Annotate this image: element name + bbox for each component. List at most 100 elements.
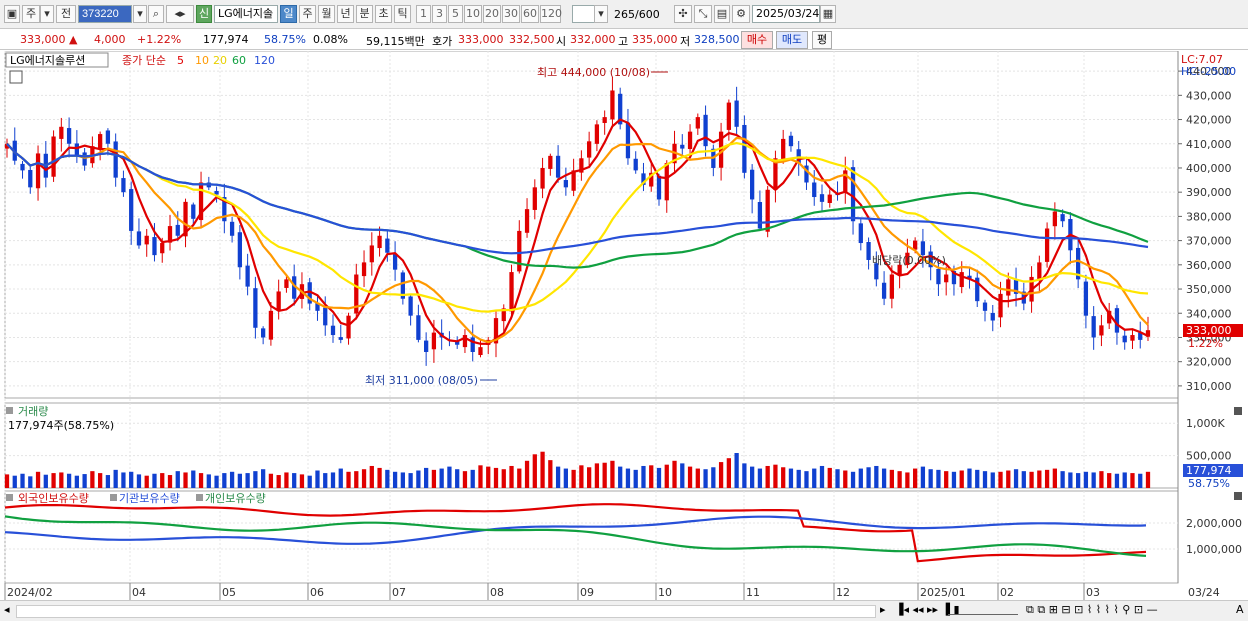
- period-button-6[interactable]: 틱: [394, 5, 411, 23]
- axes: 440,000 430,000 420,000 410,000 400,000 390,0…: [4, 65, 1242, 600]
- high-annotation: 최고 444,000 (10/08): [537, 66, 650, 79]
- period-button-4[interactable]: 분: [356, 5, 373, 23]
- candle: [742, 115, 747, 179]
- zoom-buttons[interactable]: ▐◂ ◂◂ ▸▸ ▐ ▮: [895, 603, 960, 616]
- minute-button-60[interactable]: 60: [521, 5, 539, 23]
- drawing-tools[interactable]: ⧉ ⧉ ⊞ ⊟ ⊡ ⌇ ⌇ ⌇ ⌇ ⚲ ⊡ —: [1026, 603, 1158, 616]
- volume-bar: [524, 460, 530, 488]
- volume-bar: [28, 476, 33, 488]
- candle-body: [874, 263, 879, 280]
- period-button-5[interactable]: 초: [375, 5, 392, 23]
- candle-body: [998, 293, 1003, 318]
- stock-name-field[interactable]: LG에너지솔: [214, 5, 278, 23]
- calendar-icon[interactable]: ▦: [820, 5, 836, 23]
- legend: LG에너지솔루션 종가 단순 5 10 20 60 120: [5, 52, 275, 84]
- candle-body: [563, 180, 568, 188]
- scroll-right-icon[interactable]: ▸: [880, 603, 886, 616]
- candle-body: [431, 332, 437, 350]
- count-value[interactable]: 265: [614, 8, 635, 21]
- ma5-legend: 5: [177, 54, 184, 67]
- period-button-1[interactable]: 주: [299, 5, 316, 23]
- gear-icon[interactable]: ⚙: [732, 5, 750, 23]
- candle: [175, 211, 180, 242]
- holdings-panel-icon[interactable]: [6, 494, 13, 501]
- volume-close-icon[interactable]: [1234, 407, 1242, 415]
- minute-button-120[interactable]: 120: [540, 5, 562, 23]
- candle: [625, 108, 631, 165]
- prev-button[interactable]: 전: [56, 5, 76, 23]
- buy-button[interactable]: 매수: [741, 31, 773, 49]
- volume-bar: [253, 471, 258, 488]
- volume-bar: [346, 471, 351, 488]
- candle: [408, 293, 413, 326]
- candle: [781, 129, 786, 164]
- volume-bar: [299, 474, 305, 488]
- candle-body: [292, 276, 297, 299]
- candle-body: [718, 131, 724, 168]
- eval-button[interactable]: 평: [812, 31, 832, 49]
- vol-tick-label-0: 1,000K: [1186, 417, 1225, 430]
- candle-body: [610, 90, 615, 120]
- interval-dropdown-icon[interactable]: ▾: [594, 5, 608, 23]
- candle-body: [579, 158, 584, 173]
- candle-body: [20, 163, 25, 171]
- candle-body: [377, 235, 382, 249]
- candle: [276, 279, 281, 320]
- candle: [167, 214, 173, 251]
- minute-button-1[interactable]: 1: [416, 5, 431, 23]
- period-button-2[interactable]: 월: [318, 5, 335, 23]
- stock-legend-box[interactable]: [5, 52, 109, 68]
- market-selector[interactable]: 주: [22, 5, 40, 23]
- candle-body: [571, 170, 576, 191]
- save-icon[interactable]: ▤: [714, 5, 730, 23]
- zoom-slider[interactable]: [948, 604, 1018, 615]
- code-input[interactable]: [78, 5, 132, 23]
- period-button-0[interactable]: 일: [280, 5, 297, 23]
- search-icon[interactable]: ⌕: [148, 5, 164, 23]
- minute-button-3[interactable]: 3: [432, 5, 447, 23]
- volume-bar: [897, 471, 902, 488]
- minute-button-10[interactable]: 10: [464, 5, 482, 23]
- volume-bar: [144, 475, 149, 488]
- candle-body: [944, 274, 949, 283]
- candle-body: [742, 124, 747, 173]
- candle-body: [28, 169, 33, 188]
- sell-button[interactable]: 매도: [776, 31, 808, 49]
- volume-bar: [1006, 470, 1011, 488]
- scrollbar-track[interactable]: [16, 605, 876, 618]
- footer-label[interactable]: A: [1236, 603, 1244, 616]
- candle-body: [757, 202, 763, 229]
- draw-icon[interactable]: ⤡: [694, 5, 712, 23]
- volume-bar: [967, 468, 972, 488]
- candle-body: [237, 232, 242, 268]
- volume-bar: [1145, 471, 1151, 488]
- price-change: 4,000: [94, 33, 126, 46]
- minute-button-30[interactable]: 30: [502, 5, 520, 23]
- volume-panel-icon[interactable]: [6, 407, 13, 414]
- candle: [866, 237, 871, 270]
- period-button-3[interactable]: 년: [337, 5, 354, 23]
- speaker-icon[interactable]: ◂▸: [166, 5, 194, 23]
- y-tick-label-0: 440,000: [1186, 65, 1232, 78]
- minute-button-20[interactable]: 20: [483, 5, 501, 23]
- candle-body: [555, 155, 561, 178]
- candle-body: [540, 167, 545, 189]
- crosshair-icon[interactable]: ✣: [674, 5, 692, 23]
- volume-bar: [486, 466, 491, 488]
- scroll-left-icon[interactable]: ◂: [4, 603, 10, 616]
- volume-bar: [858, 468, 863, 488]
- candle-body: [35, 153, 41, 189]
- date-field[interactable]: 2025/03/24: [752, 5, 820, 23]
- candle-body: [1107, 310, 1112, 324]
- code-dropdown-icon[interactable]: ▾: [133, 5, 147, 23]
- volume-bar: [765, 465, 770, 488]
- window-icon[interactable]: ▣: [4, 5, 20, 23]
- holdings-close-icon[interactable]: [1234, 492, 1242, 500]
- market-dropdown-icon[interactable]: ▾: [40, 5, 54, 23]
- volume-bar: [82, 474, 87, 488]
- grid-toggle-icon[interactable]: [9, 70, 23, 84]
- volume-bar: [563, 468, 568, 488]
- minute-button-5[interactable]: 5: [448, 5, 463, 23]
- x-tick-label-13: 03/24: [1188, 586, 1220, 599]
- stock-chart[interactable]: 440,000 430,000 420,000 410,000 400,000 390,0…: [0, 51, 1248, 600]
